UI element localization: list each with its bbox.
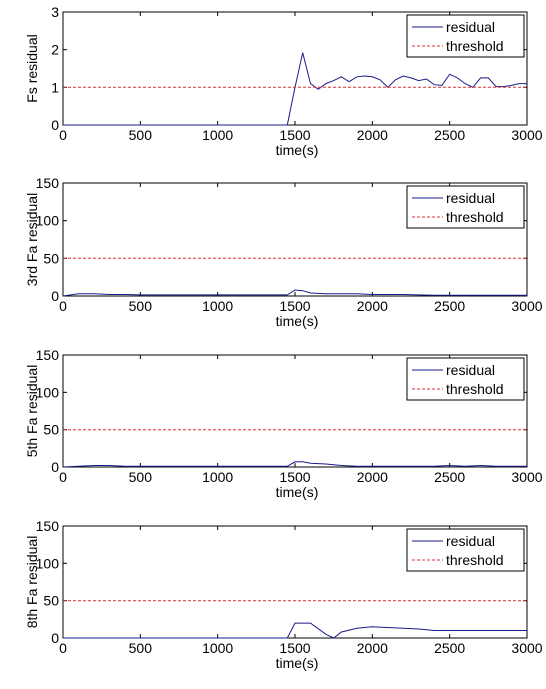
x-tick-label: 0	[59, 127, 67, 143]
x-tick-label: 3000	[511, 469, 542, 485]
x-tick-label: 500	[129, 640, 153, 656]
series-residual-line	[63, 52, 527, 126]
x-axis-label: time(s)	[276, 484, 319, 500]
x-tick-label: 1500	[279, 640, 310, 656]
y-axis-label: 3rd Fa residual	[24, 193, 40, 286]
y-tick-label: 150	[36, 175, 60, 191]
legend-box	[406, 14, 525, 58]
y-tick-label: 1	[51, 79, 59, 95]
x-tick-label: 3000	[511, 640, 542, 656]
x-tick-label: 500	[129, 469, 153, 485]
y-axis-label: Fs residual	[24, 34, 40, 102]
legend-label-residual: residual	[446, 19, 495, 35]
y-tick-label: 100	[36, 213, 60, 229]
subplot-4: 0 500 1000 1500 2000 2500 3000 0 50 100 150 time(s)…	[24, 518, 543, 671]
x-axis-label: time(s)	[276, 313, 319, 329]
x-tick-label: 2000	[357, 127, 388, 143]
legend-label-residual: residual	[446, 533, 495, 549]
x-tick-label: 1000	[202, 127, 233, 143]
legend: residual threshold	[406, 14, 525, 58]
y-tick-label: 100	[36, 384, 60, 400]
x-tick-label: 500	[129, 298, 153, 314]
x-tick-label: 0	[59, 469, 67, 485]
x-tick-label: 2000	[357, 298, 388, 314]
x-tick-label: 1500	[279, 469, 310, 485]
y-tick-label: 3	[51, 4, 59, 20]
x-tick-label: 2500	[434, 298, 465, 314]
x-tick-label: 1500	[279, 298, 310, 314]
x-tick-label: 1000	[202, 640, 233, 656]
legend-label-threshold: threshold	[446, 38, 504, 54]
legend-box	[406, 357, 525, 401]
y-tick-label: 50	[43, 422, 59, 438]
y-tick-label: 100	[36, 555, 60, 571]
y-tick-label: 150	[36, 347, 60, 363]
legend-label-threshold: threshold	[446, 552, 504, 568]
x-axis-label: time(s)	[276, 142, 319, 158]
series-residual-line	[63, 622, 527, 639]
legend-label-residual: residual	[446, 190, 495, 206]
x-axis-label: time(s)	[276, 655, 319, 671]
y-tick-label: 150	[36, 518, 60, 534]
legend: residual threshold	[406, 357, 525, 401]
y-tick-label: 0	[51, 288, 59, 304]
x-tick-label: 500	[129, 127, 153, 143]
subplot-2: 0 500 1000 1500 2000 2500 3000 0 50 100 150 time(s)…	[24, 175, 543, 329]
y-tick-label: 50	[43, 593, 59, 609]
legend: residual threshold	[406, 528, 525, 572]
x-tick-label: 3000	[511, 127, 542, 143]
legend-label-threshold: threshold	[446, 381, 504, 397]
x-tick-label: 1000	[202, 298, 233, 314]
subplot-3: 0 500 1000 1500 2000 2500 3000 0 50 100 150 time(s)…	[24, 347, 543, 500]
y-tick-label: 2	[51, 42, 59, 58]
x-tick-label: 0	[59, 640, 67, 656]
legend-box	[406, 185, 525, 229]
legend-label-threshold: threshold	[446, 209, 504, 225]
series-residual-line	[62, 461, 527, 468]
x-tick-label: 2500	[434, 127, 465, 143]
legend-label-residual: residual	[446, 362, 495, 378]
legend-box	[406, 528, 525, 572]
series-residual-line	[62, 289, 527, 297]
x-tick-label: 2500	[434, 469, 465, 485]
legend: residual threshold	[406, 185, 525, 229]
x-tick-label: 3000	[511, 298, 542, 314]
y-axis-label: 8th Fa residual	[24, 536, 40, 629]
x-tick-label: 2500	[434, 640, 465, 656]
x-tick-label: 1000	[202, 469, 233, 485]
y-tick-label: 0	[51, 630, 59, 646]
x-tick-label: 1500	[279, 127, 310, 143]
x-tick-label: 2000	[357, 469, 388, 485]
x-tick-label: 2000	[357, 640, 388, 656]
x-tick-label: 0	[59, 298, 67, 314]
y-tick-label: 50	[43, 250, 59, 266]
y-axis-label: 5th Fa residual	[24, 365, 40, 458]
y-tick-label: 0	[51, 117, 59, 133]
y-tick-label: 0	[51, 459, 59, 475]
subplot-1: 0 500 1000 1500 2000 2500 3000 0 1 2 3 time(s) Fs re…	[24, 4, 543, 158]
